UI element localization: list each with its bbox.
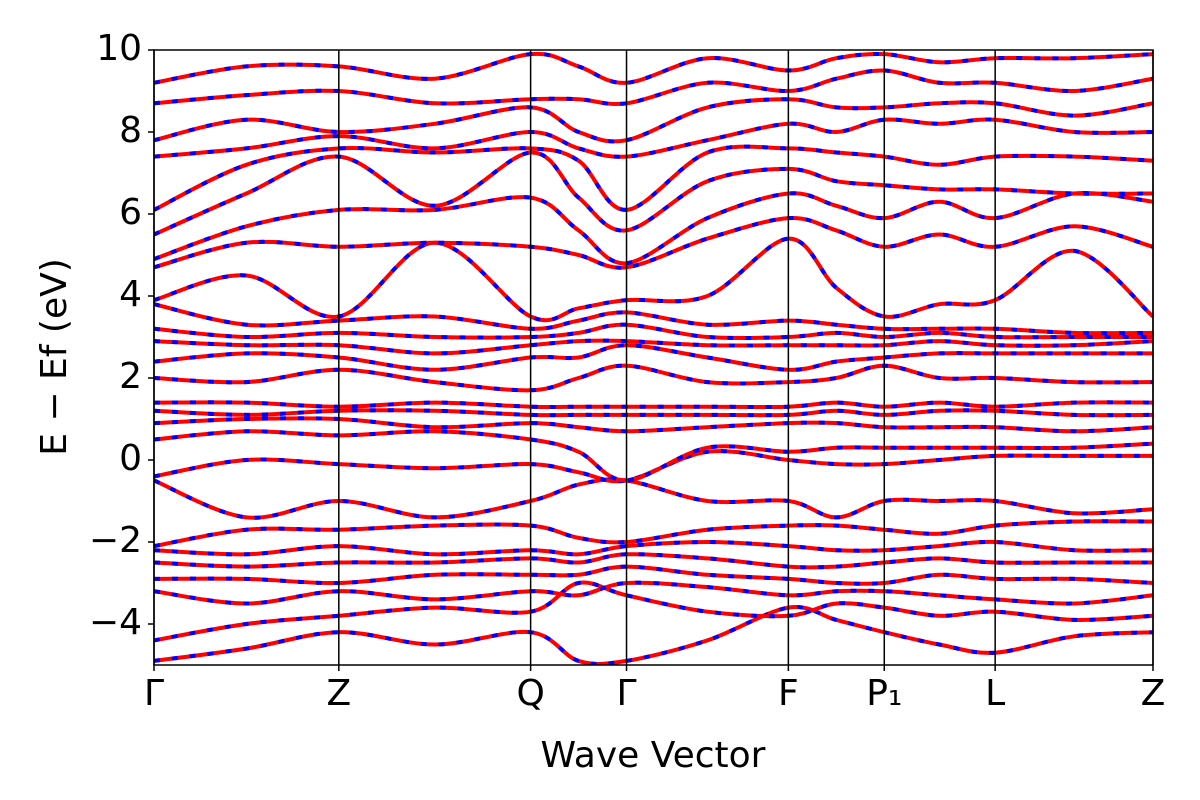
bands [154, 51, 1153, 665]
band-line [154, 416, 1153, 434]
band-line [154, 97, 1153, 144]
x-tick-label: P₁ [866, 673, 902, 714]
band-line [154, 429, 1153, 483]
x-tick-label: Z [1141, 673, 1166, 714]
band-line [154, 216, 1153, 270]
band-line-dashed [154, 117, 1153, 159]
x-tick-label: Q [516, 673, 544, 714]
band-line-dashed [154, 302, 1153, 336]
x-tick-label: Z [326, 673, 351, 714]
band-line-dashed [154, 580, 1153, 643]
band-line [154, 144, 1153, 212]
y-tick-label: 6 [119, 192, 142, 233]
y-tick-label: 0 [119, 438, 142, 479]
band-line [154, 564, 1153, 586]
band-line [154, 51, 1153, 85]
x-tick-label: L [985, 673, 1005, 714]
band-line-dashed [154, 519, 1153, 549]
band-line-dashed [154, 68, 1153, 106]
band-line [154, 322, 1153, 341]
band-line [154, 477, 1153, 520]
y-tick-label: 2 [119, 356, 142, 397]
band-line-dashed [154, 343, 1153, 372]
band-line-dashed [154, 191, 1153, 266]
y-tick-label: 10 [96, 28, 142, 69]
band-line-dashed [154, 51, 1153, 85]
y-tick-label: −2 [89, 520, 142, 561]
band-line [154, 539, 1153, 557]
y-tick-label: 8 [119, 110, 142, 151]
band-line [154, 604, 1153, 665]
y-tick-label: 4 [119, 274, 142, 315]
y-tick-label: −4 [89, 602, 142, 643]
band-line [154, 449, 1153, 484]
band-line [154, 580, 1153, 643]
band-line [154, 400, 1153, 410]
band-line [154, 191, 1153, 266]
band-line [154, 236, 1153, 323]
band-line-dashed [154, 144, 1153, 212]
band-line [154, 552, 1153, 570]
axes: Γ Z Q Γ F P₁ L Z −4 −2 0 2 4 6 8 10 [89, 28, 1165, 714]
x-tick-label: Γ [144, 673, 164, 714]
x-axis-label: Wave Vector [541, 735, 766, 776]
plot-frame [153, 49, 1154, 666]
band-line [154, 408, 1153, 418]
x-tick-label: Γ [616, 673, 636, 714]
y-axis-label: E − Ef (eV) [34, 258, 75, 456]
band-line [154, 338, 1153, 356]
band-line-dashed [154, 580, 1153, 606]
x-tick-label: F [778, 673, 799, 714]
band-line-dashed [154, 449, 1153, 484]
band-line-dashed [154, 363, 1153, 393]
